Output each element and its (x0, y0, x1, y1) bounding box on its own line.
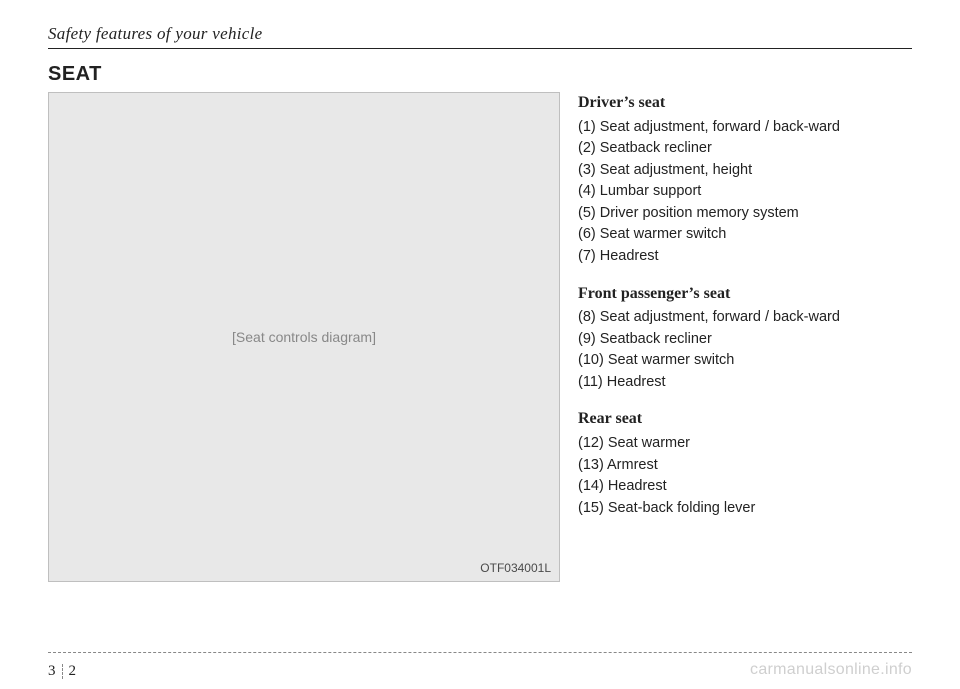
list-item: (9) Seatback recliner (578, 330, 912, 350)
figure-placeholder-label: [Seat controls diagram] (232, 329, 376, 345)
group-title-passenger: Front passenger’s seat (578, 283, 912, 305)
list-item: (5) Driver position memory system (578, 204, 912, 224)
page-number-block: 3 2 (48, 664, 76, 679)
list-item: (4) Lumbar support (578, 182, 912, 202)
figure-code: OTF034001L (480, 561, 551, 575)
list-item: (11) Headrest (578, 373, 912, 393)
watermark: carmanualsonline.info (750, 661, 912, 679)
list-item: (2) Seatback recliner (578, 139, 912, 159)
page-header: Safety features of your vehicle (48, 24, 263, 43)
footer-divider (48, 652, 912, 653)
list-item: (7) Headrest (578, 247, 912, 267)
list-item: (15) Seat-back folding lever (578, 499, 912, 519)
list-item: (10) Seat warmer switch (578, 351, 912, 371)
list-item: (1) Seat adjustment, forward / back-ward (578, 118, 912, 138)
group-title-driver: Driver’s seat (578, 92, 912, 114)
list-item: (6) Seat warmer switch (578, 225, 912, 245)
list-item: (3) Seat adjustment, height (578, 161, 912, 181)
section-title: SEAT (48, 63, 912, 86)
list-item: (8) Seat adjustment, forward / back-ward (578, 308, 912, 328)
page-section-number: 3 (48, 664, 63, 679)
text-column: Driver’s seat (1) Seat adjustment, forwa… (578, 92, 912, 582)
page-number: 2 (63, 664, 77, 679)
list-item: (14) Headrest (578, 477, 912, 497)
seat-diagram-figure: [Seat controls diagram] OTF034001L (48, 92, 560, 582)
list-item: (12) Seat warmer (578, 434, 912, 454)
group-title-rear: Rear seat (578, 408, 912, 430)
list-item: (13) Armrest (578, 456, 912, 476)
